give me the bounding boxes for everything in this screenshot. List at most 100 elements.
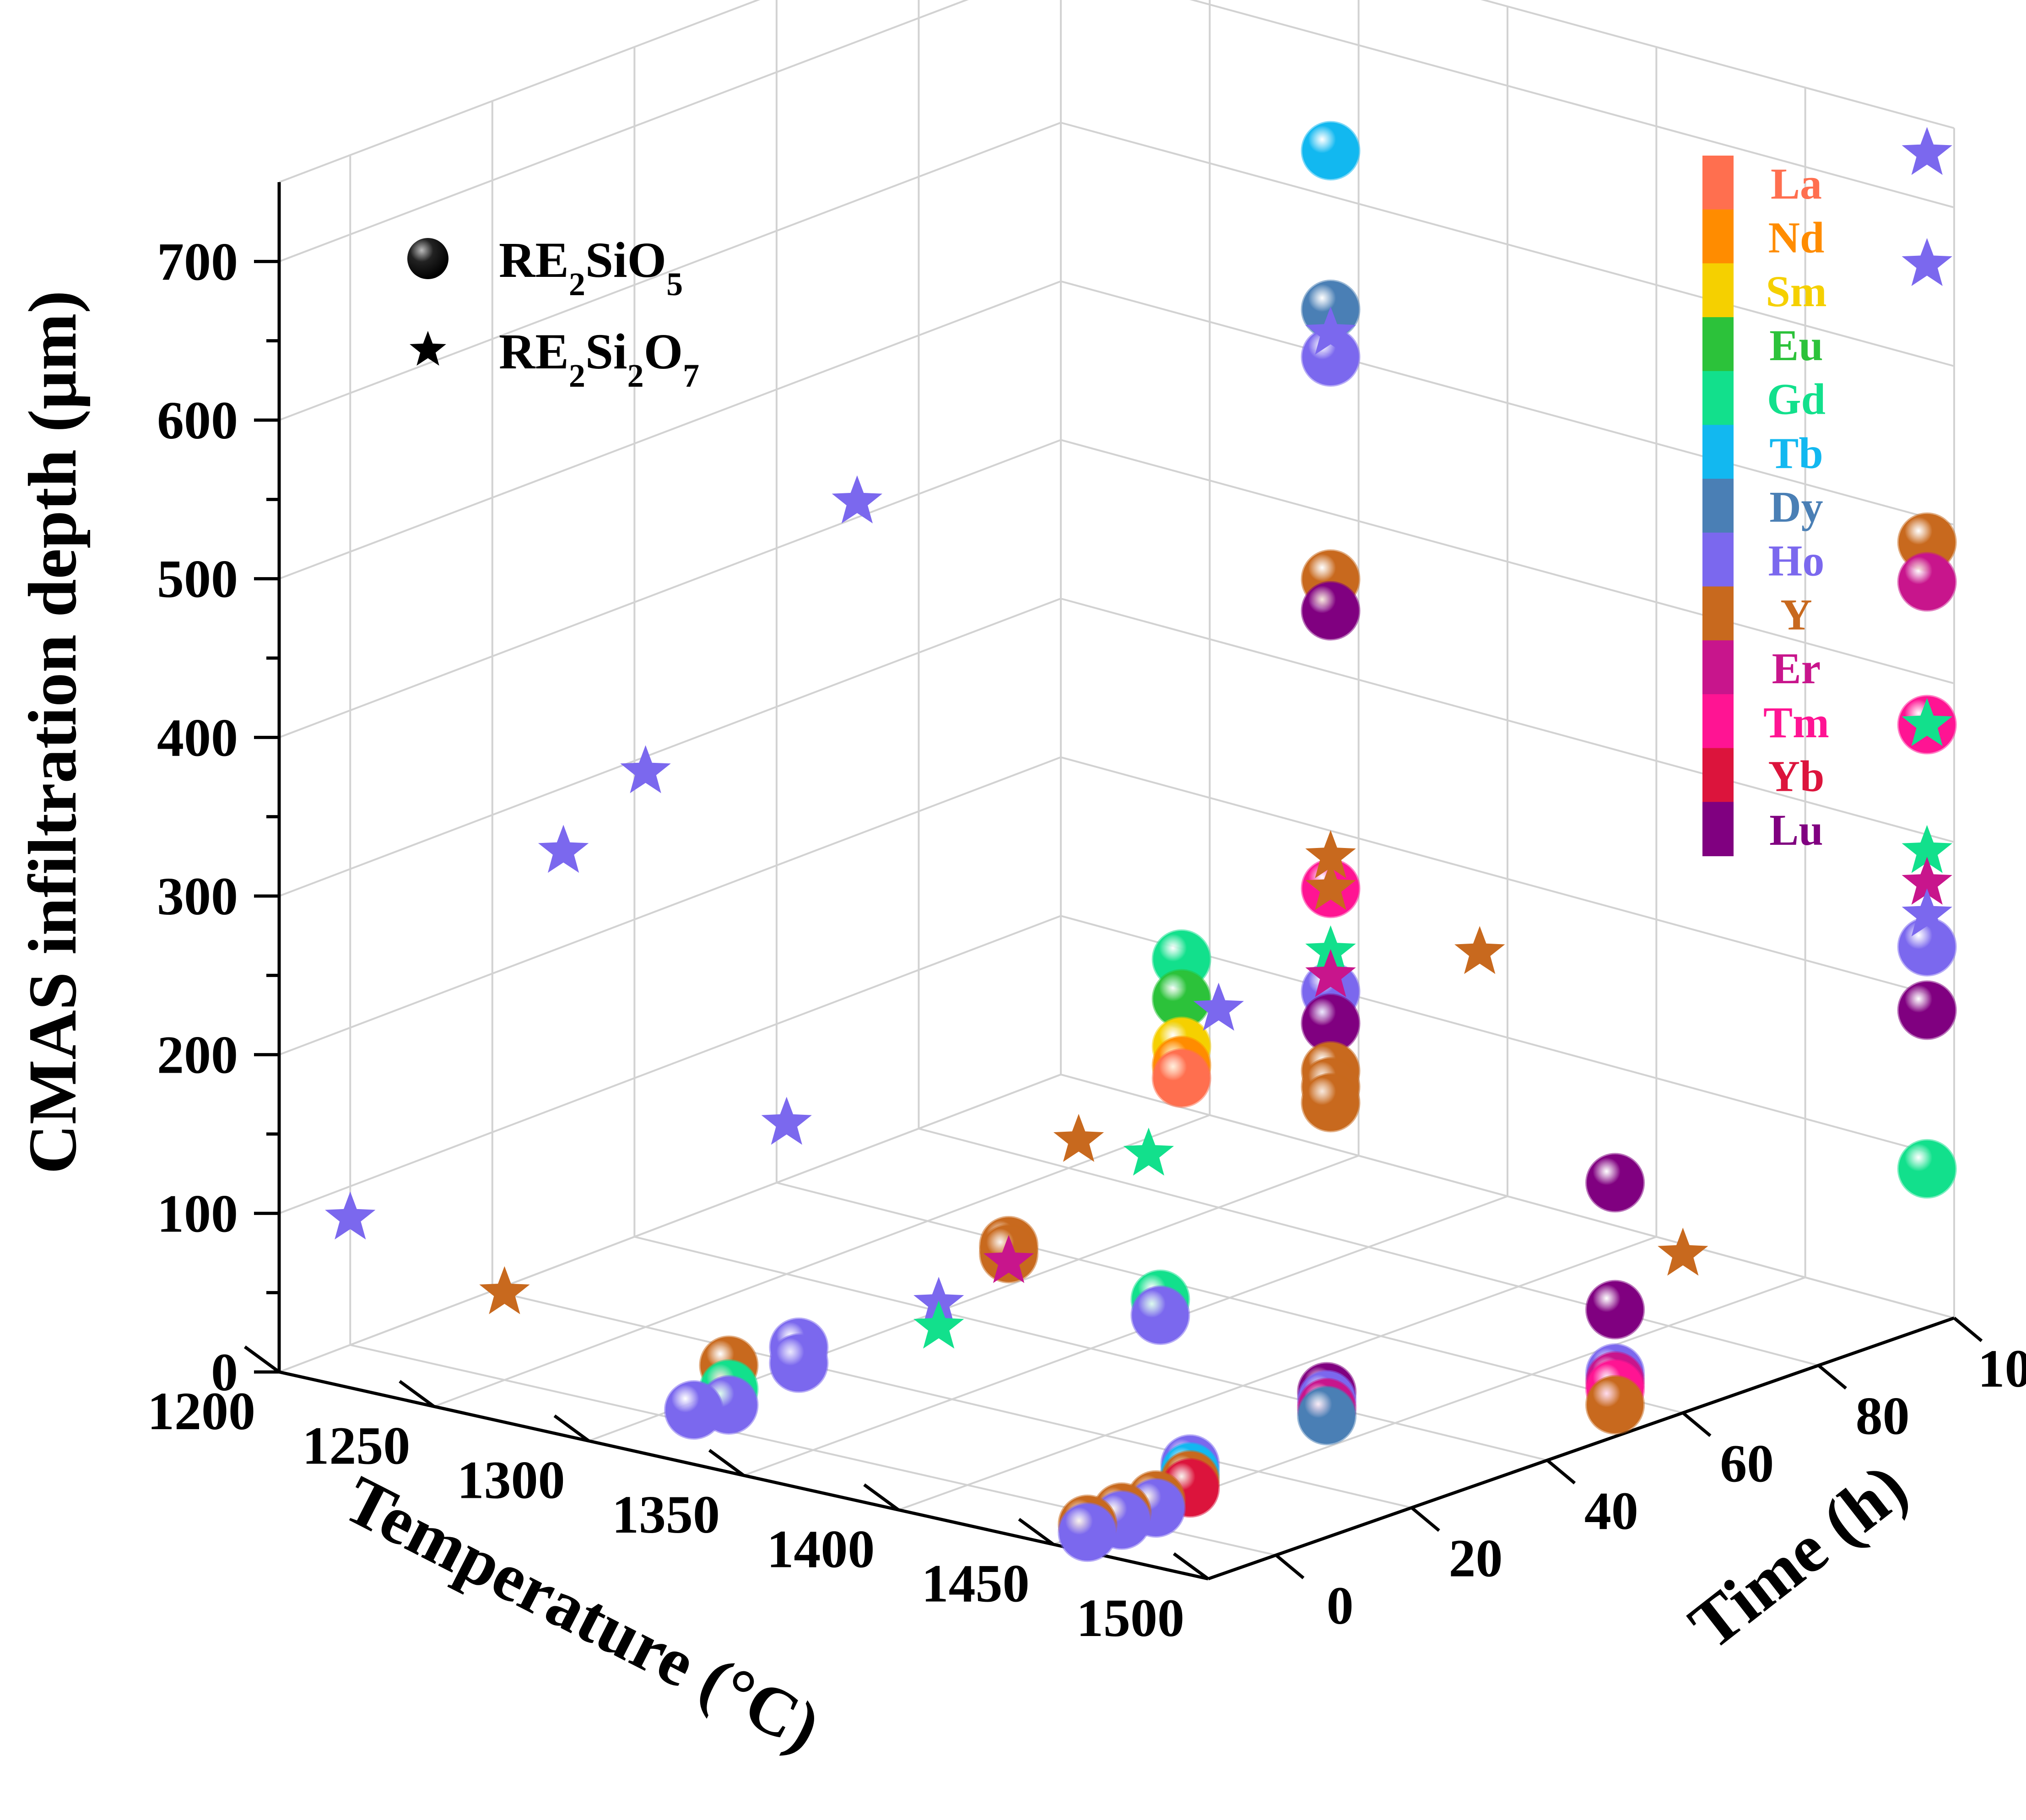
axis-ticks: 0100200300400500600700120012501300135014… bbox=[147, 232, 2026, 1648]
y-tick-label: 40 bbox=[1584, 1481, 1638, 1541]
sphere-point bbox=[1301, 581, 1361, 641]
color-swatch bbox=[1702, 371, 1734, 426]
y-tick-label: 0 bbox=[1327, 1576, 1354, 1636]
star-point bbox=[1902, 857, 1952, 905]
color-swatch bbox=[1702, 479, 1734, 533]
y-tick bbox=[1953, 1317, 1983, 1342]
x-tick-label: 1450 bbox=[922, 1554, 1030, 1614]
star-point bbox=[913, 1301, 964, 1349]
color-legend-label: Y bbox=[1780, 590, 1812, 639]
star-point bbox=[1305, 307, 1356, 355]
star-point bbox=[983, 1235, 1034, 1283]
star-point bbox=[1123, 1128, 1174, 1176]
color-swatch bbox=[1702, 802, 1734, 856]
star-point bbox=[1902, 888, 1952, 937]
color-swatch bbox=[1702, 694, 1734, 749]
color-legend-label: Tm bbox=[1763, 698, 1829, 747]
sphere-point bbox=[1897, 980, 1957, 1040]
x-tick-label: 1400 bbox=[767, 1519, 875, 1579]
grid-line bbox=[1060, 756, 1955, 1002]
grid-line bbox=[279, 0, 969, 263]
sphere-point bbox=[1897, 552, 1957, 612]
grid-line bbox=[279, 915, 1061, 1215]
sphere-point bbox=[1897, 1139, 1957, 1199]
z-tick-label: 600 bbox=[157, 390, 238, 450]
sphere-point bbox=[664, 1380, 724, 1440]
z-tick-label: 300 bbox=[157, 866, 238, 926]
grid-line bbox=[279, 0, 761, 183]
grid-line bbox=[776, 1182, 1683, 1414]
color-legend-label: Er bbox=[1772, 644, 1821, 693]
star-point bbox=[1658, 1227, 1708, 1276]
y-tick bbox=[1275, 1554, 1305, 1579]
star-point bbox=[1305, 862, 1356, 910]
star-point bbox=[620, 745, 671, 794]
star-point bbox=[1902, 127, 1952, 175]
sphere-point bbox=[1058, 1502, 1118, 1562]
color-swatch bbox=[1702, 748, 1734, 803]
z-axis-title: CMAS infiltration depth (μm) bbox=[15, 291, 91, 1174]
z-tick-label: 200 bbox=[157, 1025, 238, 1085]
star-point bbox=[1305, 949, 1356, 997]
x-tick bbox=[399, 1380, 435, 1408]
sphere-point bbox=[1301, 1073, 1361, 1133]
color-legend-label: Ho bbox=[1768, 536, 1825, 585]
sphere-point bbox=[1151, 1048, 1211, 1108]
x-tick bbox=[708, 1449, 745, 1477]
x-tick bbox=[1172, 1552, 1210, 1580]
grid-line bbox=[743, 1195, 1508, 1476]
color-legend-label: Eu bbox=[1769, 321, 1823, 370]
sphere-point bbox=[1897, 917, 1957, 977]
color-swatch bbox=[1702, 317, 1734, 372]
x-tick bbox=[1018, 1518, 1054, 1546]
color-legend-label: Nd bbox=[1768, 213, 1825, 262]
color-swatch bbox=[1702, 532, 1734, 587]
legend-sphere-icon bbox=[407, 238, 448, 279]
color-legend-label: La bbox=[1771, 159, 1822, 208]
star-point bbox=[761, 1096, 812, 1145]
y-axis-title: Time (h) bbox=[1675, 1448, 1921, 1663]
color-legend-label: Yb bbox=[1768, 751, 1825, 800]
grid-line bbox=[279, 598, 1061, 897]
grid-line bbox=[1060, 439, 1955, 685]
star-point bbox=[1454, 926, 1505, 974]
z-tick-label: 0 bbox=[211, 1342, 238, 1402]
color-legend-label: Gd bbox=[1767, 375, 1826, 424]
sphere-point bbox=[1301, 121, 1361, 181]
star-point bbox=[1902, 238, 1952, 286]
grid-line bbox=[1060, 280, 1955, 526]
y-tick bbox=[1817, 1364, 1847, 1390]
star-point bbox=[1053, 1114, 1104, 1162]
star-point bbox=[1305, 830, 1356, 878]
x-tick-label: 1300 bbox=[457, 1450, 565, 1510]
color-swatch bbox=[1702, 209, 1734, 264]
y-tick-label: 100 bbox=[1978, 1339, 2026, 1399]
grid-lines bbox=[279, 0, 1955, 1580]
y-tick-label: 80 bbox=[1856, 1386, 1910, 1446]
x-tick-label: 1500 bbox=[1076, 1588, 1184, 1648]
star-point bbox=[325, 1191, 376, 1240]
x-tick bbox=[553, 1414, 590, 1442]
axes-frame bbox=[243, 182, 1983, 1581]
color-legend-label: Sm bbox=[1766, 267, 1826, 316]
grid-line bbox=[279, 280, 1061, 580]
z-tick-label: 700 bbox=[157, 232, 238, 292]
color-swatch bbox=[1702, 640, 1734, 695]
grid-line bbox=[279, 439, 1061, 739]
sphere-point bbox=[1585, 1375, 1645, 1435]
x-axis-title: Temperature (°C) bbox=[333, 1461, 832, 1766]
sphere-point bbox=[1585, 1280, 1645, 1339]
legend-label: RE2SiO5 bbox=[499, 232, 683, 302]
marker-legend: RE2SiO5 RE2Si2O7 bbox=[407, 232, 699, 394]
grid-line bbox=[634, 1236, 1548, 1461]
y-tick bbox=[1546, 1459, 1576, 1485]
y-tick bbox=[1682, 1411, 1712, 1437]
grid-line bbox=[279, 122, 1061, 421]
color-swatch bbox=[1702, 586, 1734, 641]
sphere-point bbox=[1297, 1386, 1357, 1446]
x-tick-label: 1200 bbox=[147, 1381, 255, 1441]
color-swatch bbox=[1702, 156, 1734, 210]
grid-line bbox=[898, 1236, 1657, 1511]
